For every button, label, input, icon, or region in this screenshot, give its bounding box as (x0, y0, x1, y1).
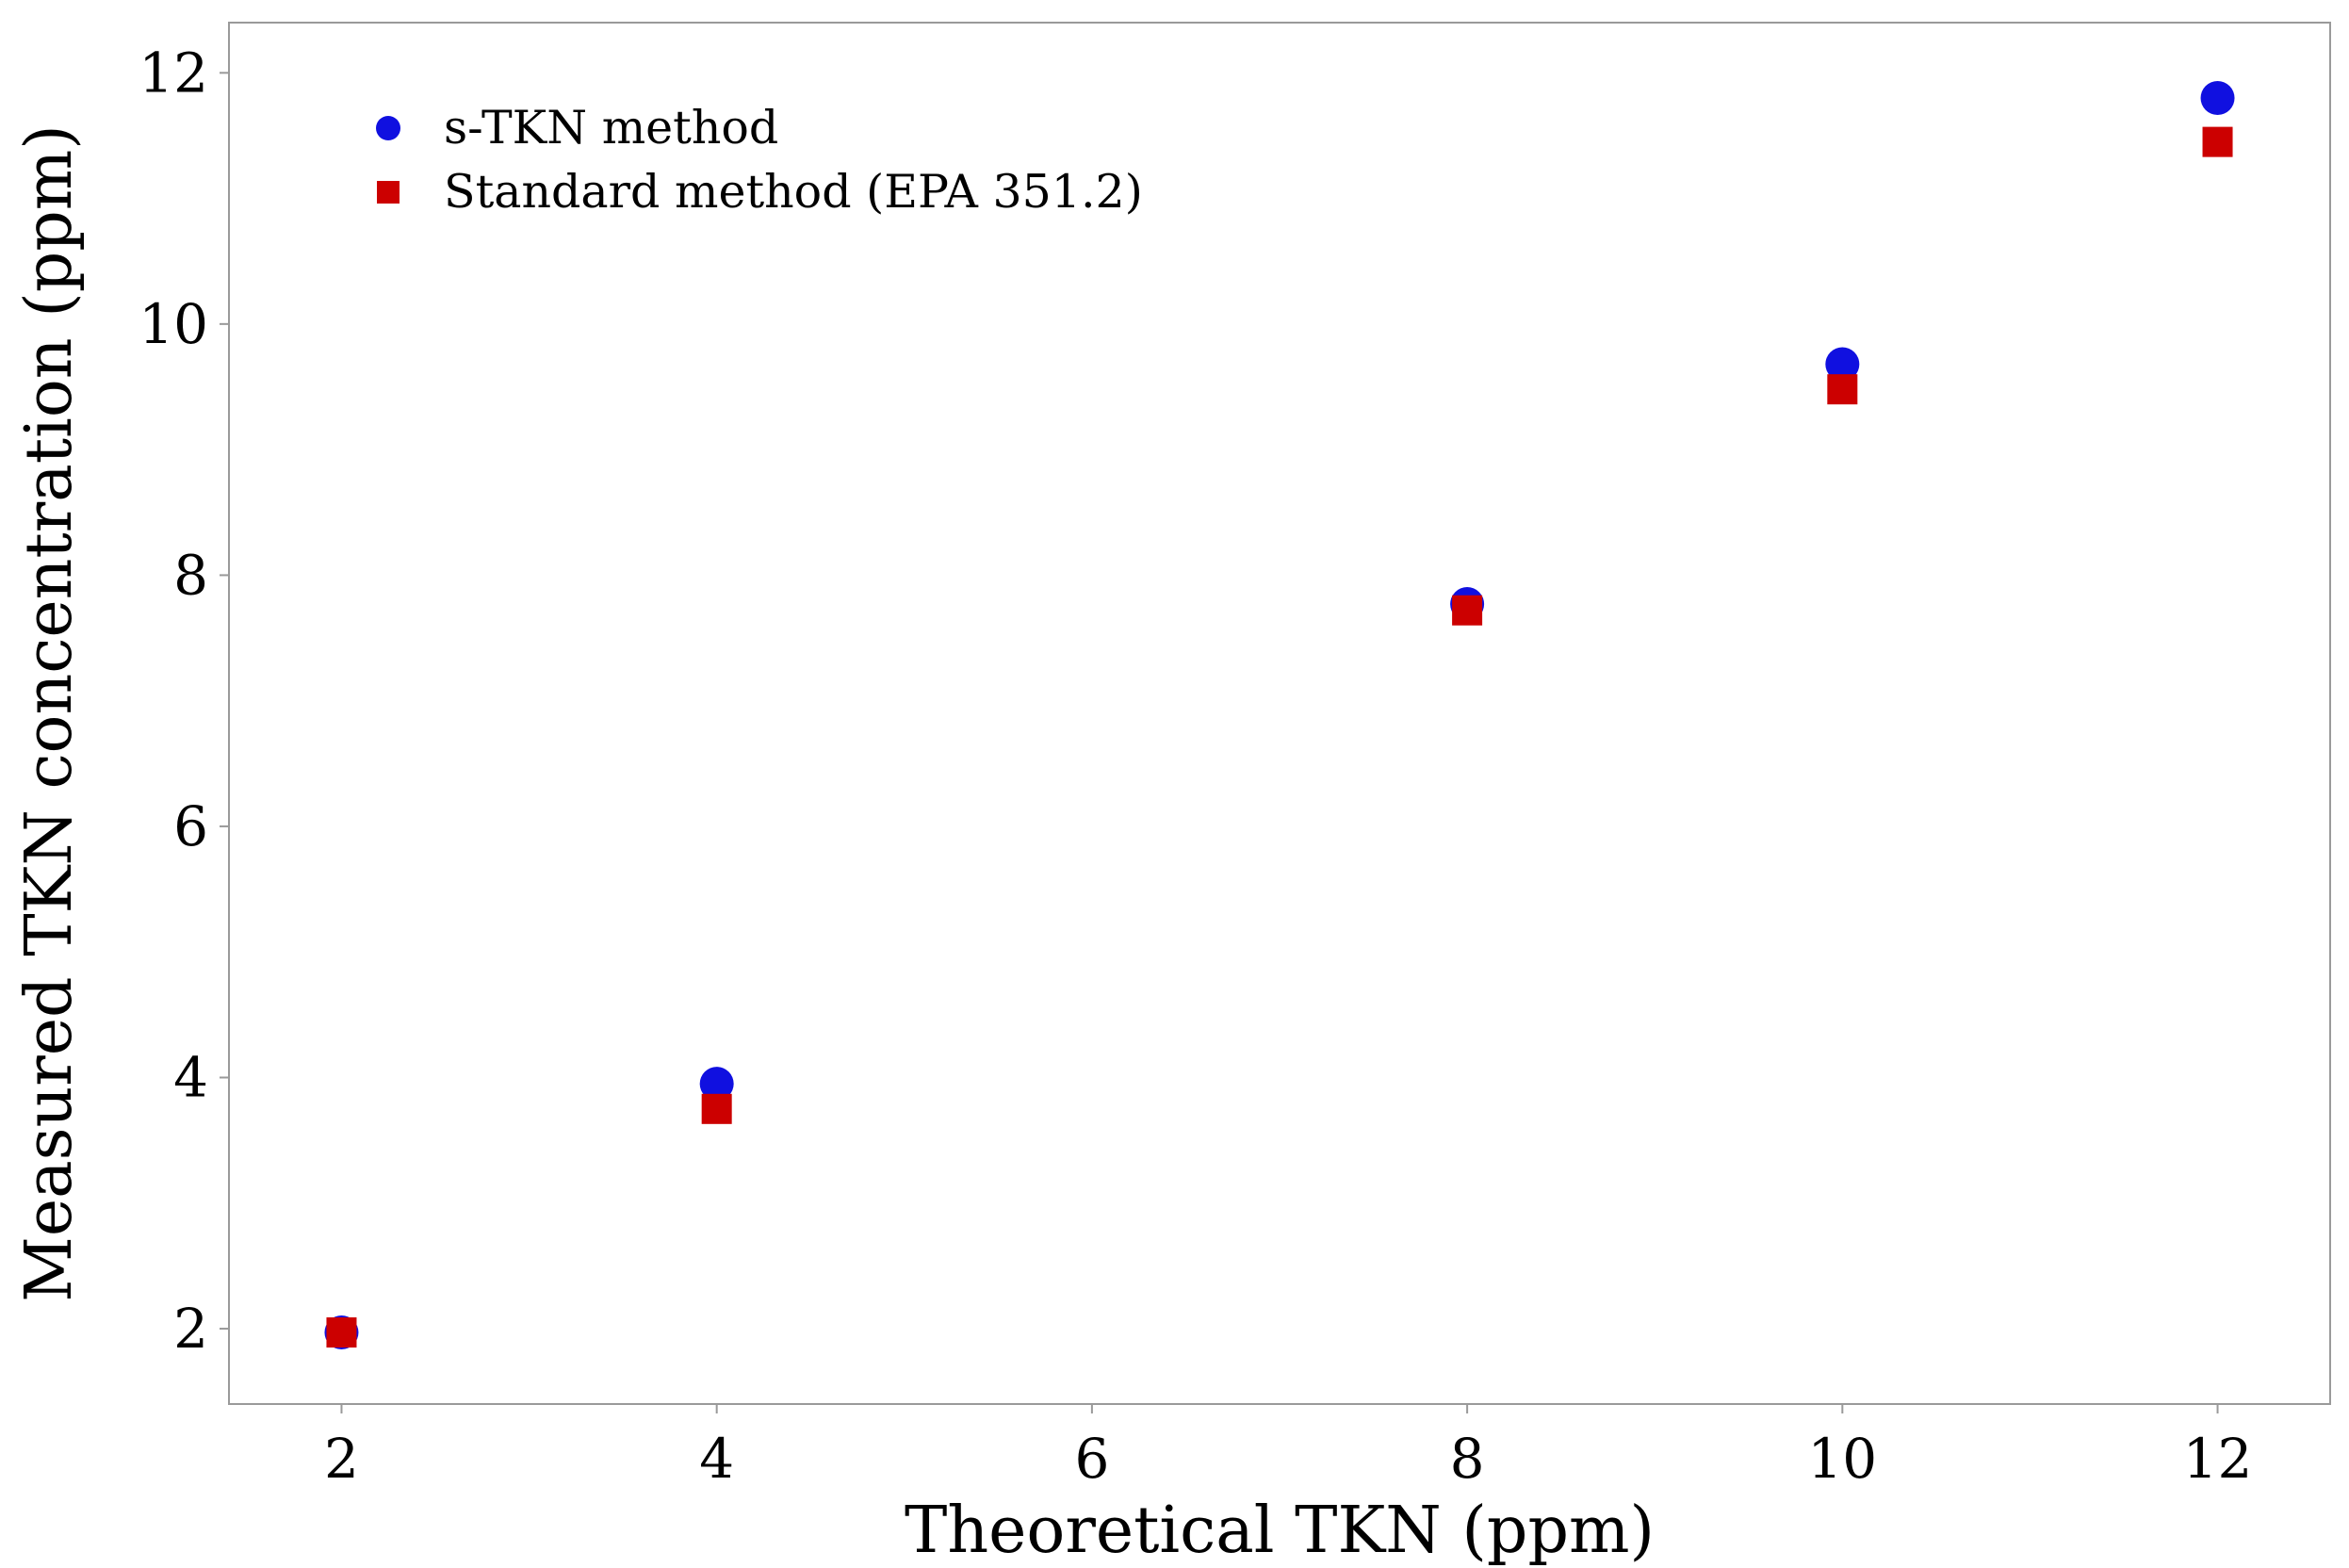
point-s-tkn-method (1825, 347, 1860, 382)
point-s-tkn-method (2200, 80, 2235, 115)
y-axis-title: Measured TKN concentration (ppm) (12, 124, 87, 1302)
legend-marker-square (377, 181, 400, 204)
y-tick-label: 4 (173, 1045, 208, 1109)
y-tick-label: 8 (173, 543, 208, 607)
x-tick-label: 2 (324, 1427, 359, 1491)
y-tick-label: 2 (173, 1297, 208, 1361)
legend-marker-circle (376, 116, 400, 140)
y-tick-label: 10 (139, 292, 208, 356)
legend-label: Standard method (EPA 351.2) (444, 165, 1143, 219)
x-tick-label: 8 (1450, 1427, 1485, 1491)
x-tick-label: 4 (699, 1427, 734, 1491)
point-standard-method (1827, 374, 1858, 405)
x-axis-title: Theoretical TKN (ppm) (905, 1494, 1655, 1568)
point-standard-method (2202, 126, 2233, 157)
point-s-tkn-method (699, 1067, 734, 1102)
point-standard-method (326, 1317, 357, 1348)
y-tick-label: 6 (173, 794, 208, 858)
x-axis-ticks: 2 4 6 8 10 12 (324, 1404, 2252, 1491)
y-tick-label: 12 (139, 41, 208, 105)
x-tick-label: 10 (1807, 1427, 1877, 1491)
legend: s-TKN method Standard method (EPA 351.2) (376, 101, 1143, 219)
plot-area-frame (228, 22, 2331, 1405)
legend-label: s-TKN method (444, 101, 778, 155)
x-tick-label: 6 (1074, 1427, 1109, 1491)
x-tick-label: 12 (2183, 1427, 2253, 1491)
data-points (324, 80, 2235, 1350)
y-axis-ticks: 2 4 6 8 10 12 (139, 41, 229, 1361)
point-standard-method (701, 1093, 732, 1124)
point-standard-method (1452, 595, 1483, 626)
